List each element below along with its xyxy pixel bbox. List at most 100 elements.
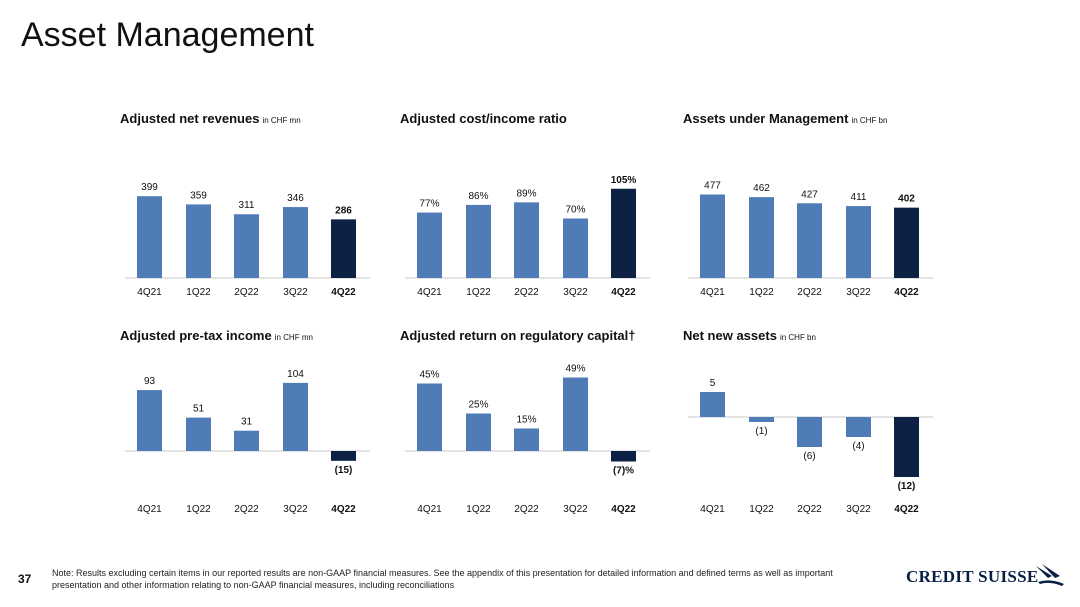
chart-title-text: Adjusted net revenues [120,111,260,126]
bar [894,417,919,477]
data-label: (7)% [613,466,634,477]
data-label: 77% [419,199,439,210]
bar [611,451,636,462]
bar [611,188,636,278]
chart-title: Assets under Management in CHF bn [683,111,887,126]
chart-title: Adjusted pre-tax income in CHF mn [120,328,313,343]
bar [234,214,259,278]
chart-assets-under-management: Assets under Management in CHF bn 477 4Q21… [683,111,953,316]
category-label: 4Q21 [417,504,442,515]
category-label: 1Q22 [749,504,774,515]
bar [749,417,774,422]
bar [749,197,774,278]
bar [417,383,442,451]
chart-unit: in CHF mn [274,333,313,342]
category-label: 3Q22 [563,287,588,298]
category-label: 4Q21 [417,287,442,298]
bar [186,204,211,278]
data-label: (1) [755,426,767,437]
chart-unit: in CHF bn [851,116,888,125]
page-number: 37 [18,572,32,586]
category-label: 2Q22 [797,287,822,298]
data-label: 31 [241,417,253,428]
category-label: 3Q22 [283,287,308,298]
category-label: 2Q22 [234,287,259,298]
bar-chart-svg: 45% 4Q21 25% 1Q22 15% 2Q22 49% 3Q22 (7)% 4Q22 [405,364,650,515]
chart-title-text: Adjusted return on regulatory capital† [400,328,636,343]
bar [700,194,725,278]
chart-adjusted-cost-income-ratio: Adjusted cost/income ratio 77% 4Q21 86% 1Q2… [400,111,670,316]
data-label: 25% [468,400,488,411]
chart-title: Adjusted net revenues in CHF mn [120,111,301,126]
sailboat-logo-icon [1036,564,1064,586]
bar [283,207,308,278]
bar [466,204,491,278]
chart-adjusted-net-revenues: Adjusted net revenues in CHF mn 399 4Q21 35… [120,111,390,316]
data-label: 104 [287,369,304,380]
category-label: 1Q22 [186,504,211,515]
category-label: 4Q21 [137,287,162,298]
chart-title-text: Adjusted cost/income ratio [400,111,567,126]
bar [137,390,162,451]
bar [563,377,588,451]
data-label: 462 [753,183,770,194]
bar [563,218,588,278]
chart-title: Net new assets in CHF bn [683,328,816,343]
category-label: 4Q22 [611,504,636,515]
data-label: 15% [516,415,536,426]
chart-unit: in CHF mn [262,116,301,125]
category-label: 4Q21 [700,287,725,298]
data-label: 399 [141,182,158,193]
category-label: 4Q21 [137,504,162,515]
category-label: 1Q22 [466,287,491,298]
data-label: 51 [193,404,205,415]
data-label: 411 [851,192,867,203]
bar [417,212,442,278]
category-label: 4Q22 [331,504,356,515]
data-label: 427 [801,189,818,200]
data-label: 45% [419,370,439,381]
data-label: 86% [468,191,488,202]
bar [894,207,919,278]
category-label: 1Q22 [749,287,774,298]
bar-chart-svg: 93 4Q21 51 1Q22 31 2Q22 104 3Q22 (15) 4Q22 [125,369,370,515]
category-label: 3Q22 [283,504,308,515]
bar [797,417,822,447]
credit-suisse-logo: CREDIT SUISSE [906,562,1066,592]
bar [797,203,822,278]
bar-chart-svg: 399 4Q21 359 1Q22 311 2Q22 346 3Q22 286 4Q22 [125,182,370,298]
category-label: 4Q21 [700,504,725,515]
chart-title-text: Assets under Management [683,111,849,126]
bar [846,417,871,437]
data-label: 5 [710,378,716,389]
bar [186,417,211,451]
bar [283,382,308,451]
data-label: 311 [239,200,255,211]
bar-chart-svg: 477 4Q21 462 1Q22 427 2Q22 411 3Q22 402 4Q22 [688,181,933,298]
data-label: 49% [565,364,585,375]
bar [514,428,539,451]
data-label: (12) [898,481,916,492]
data-label: 477 [704,181,721,192]
category-label: 4Q22 [331,287,356,298]
category-label: 2Q22 [514,504,539,515]
bar [700,392,725,417]
logo-text: CREDIT SUISSE [906,567,1039,586]
bar [331,451,356,461]
page-title: Asset Management [21,16,314,54]
category-label: 2Q22 [797,504,822,515]
data-label: (15) [335,465,353,476]
data-label: 359 [190,190,207,201]
category-label: 4Q22 [894,287,919,298]
bar [331,219,356,278]
data-label: 105% [611,175,637,186]
bar [846,206,871,278]
data-label: 70% [565,205,585,216]
data-label: 286 [335,205,352,216]
category-label: 4Q22 [611,287,636,298]
data-label: 89% [516,188,536,199]
data-label: (4) [852,441,864,452]
category-label: 1Q22 [186,287,211,298]
bar-chart-svg: 77% 4Q21 86% 1Q22 89% 2Q22 70% 3Q22 105% 4Q22 [405,175,650,298]
category-label: 3Q22 [846,287,871,298]
